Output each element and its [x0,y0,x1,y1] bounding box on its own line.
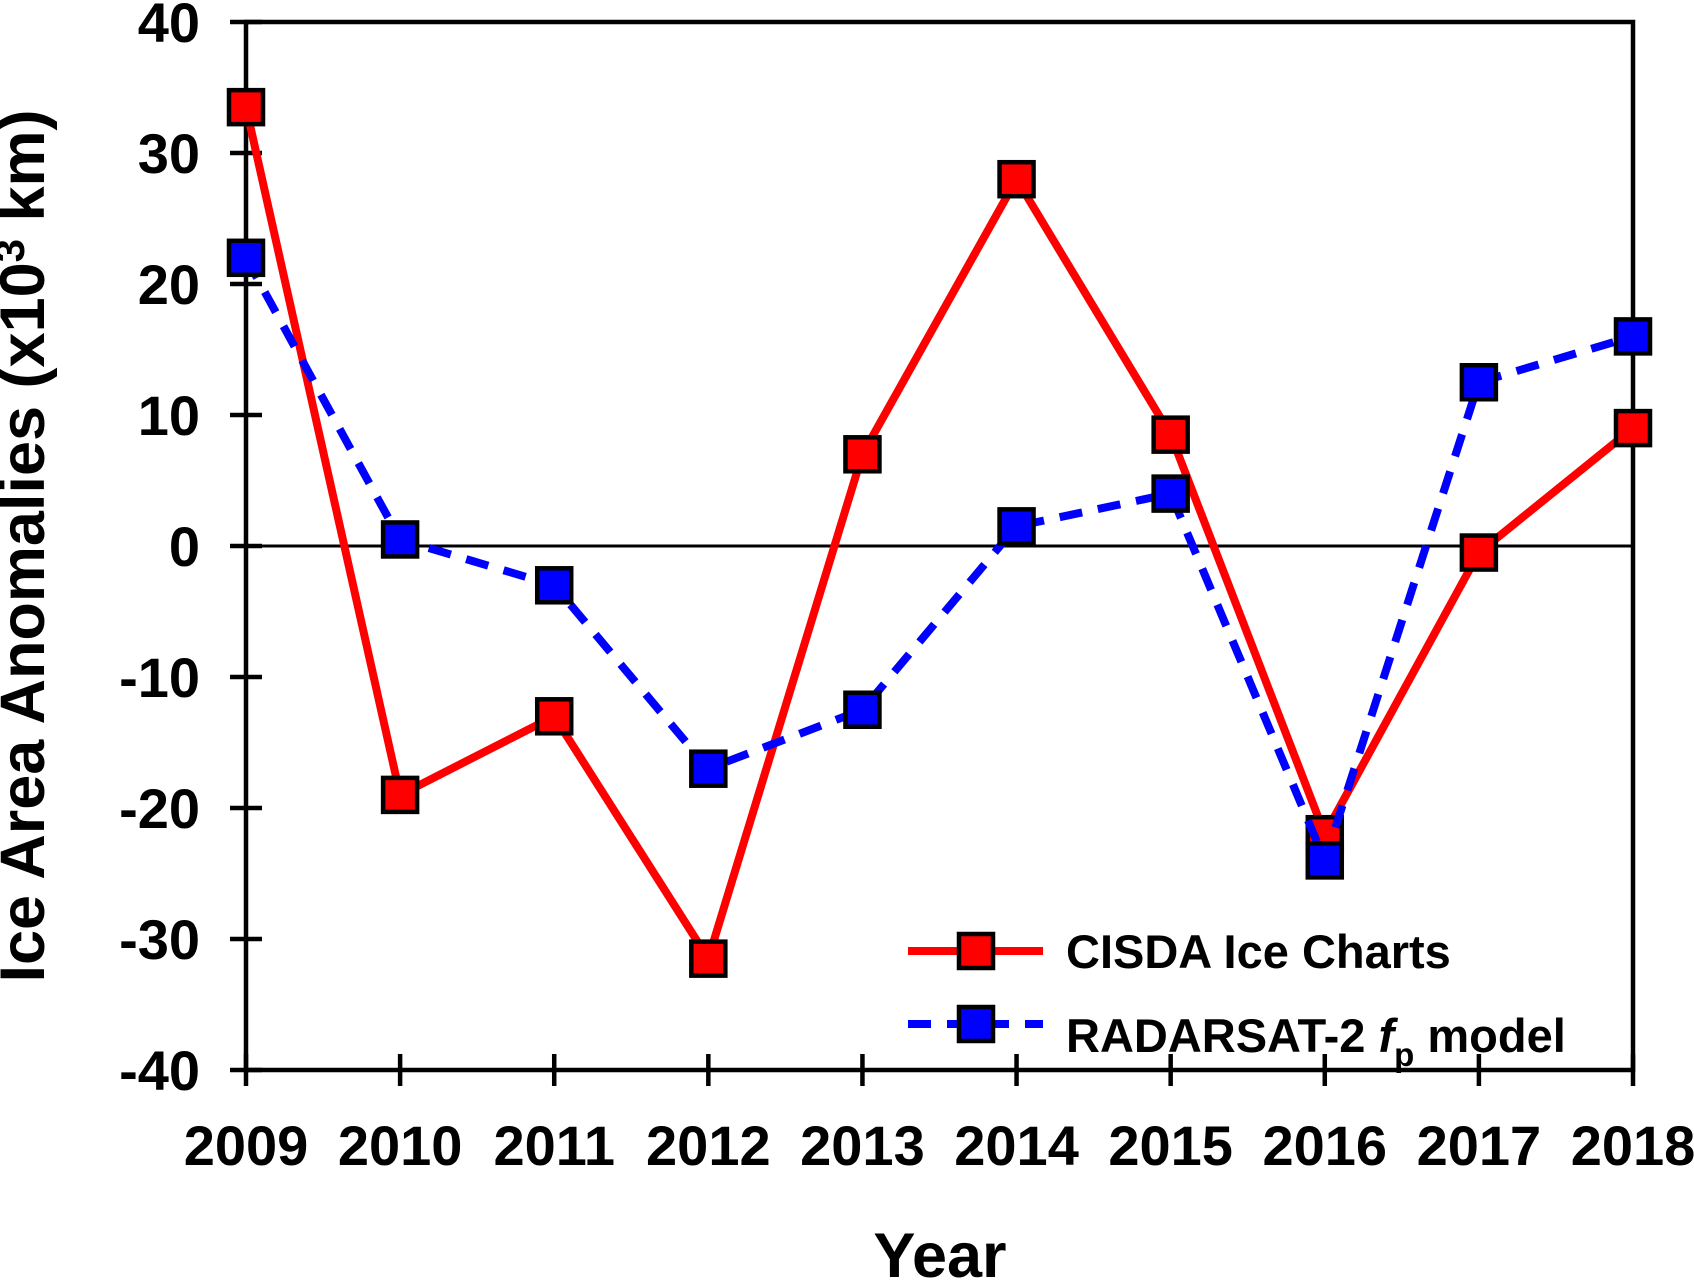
y-tick-label: 30 [138,122,200,185]
cisda-marker [689,939,728,978]
y-tick-label: -30 [119,908,200,971]
radarsat-marker [997,507,1036,546]
cisda-series-line [242,106,1636,963]
x-axis-title: Year [873,1221,1006,1282]
radarsat-marker [689,749,728,788]
y-tick-label: -40 [119,1039,200,1102]
x-tick-label: 2009 [184,1114,309,1177]
cisda-marker [534,697,574,736]
cisda-marker [226,87,266,127]
x-tick-label: 2012 [646,1114,771,1177]
cisda-marker [997,159,1036,199]
radarsat-marker [226,238,266,278]
x-tick-label: 2013 [800,1114,925,1177]
radarsat-marker [1613,317,1653,356]
cisda-marker [1459,533,1499,572]
y-tick-label: 40 [138,0,200,54]
y-tick-label: 20 [138,253,200,316]
x-tick-label: 2017 [1417,1114,1542,1177]
radarsat-marker [843,690,882,729]
x-tick-label: 2010 [338,1114,463,1177]
y-axis-title: Ice Area Anomalies (x103 km) [0,109,58,982]
cisda-marker [1151,415,1190,454]
x-tick-label: 2018 [1571,1114,1694,1177]
y-tick-label: -20 [119,777,200,840]
legend-label-radarsat: RADARSAT-2 fp model [1066,1009,1566,1073]
cisda-marker [380,775,420,815]
legend-label-cisda: CISDA Ice Charts [1066,925,1451,978]
x-tick-label: 2016 [1262,1114,1387,1177]
radarsat-marker [1305,841,1345,880]
radarsat-marker [1459,363,1499,402]
radarsat-series-line [242,255,1635,865]
x-tick-label: 2015 [1108,1114,1233,1177]
radarsat-marker [1151,474,1190,513]
x-tick-label: 2011 [493,1114,615,1177]
cisda-marker [1613,408,1653,448]
y-tick-label: -10 [119,646,200,709]
y-tick-label: 0 [169,515,200,578]
cisda-marker [843,435,882,474]
radarsat-legend-marker [956,1004,996,1044]
radarsat-marker [534,566,574,605]
x-tick-label: 2014 [954,1114,1079,1177]
radarsat-marker [380,520,420,559]
y-tick-label: 10 [138,384,200,447]
cisda-legend-marker [956,931,996,971]
